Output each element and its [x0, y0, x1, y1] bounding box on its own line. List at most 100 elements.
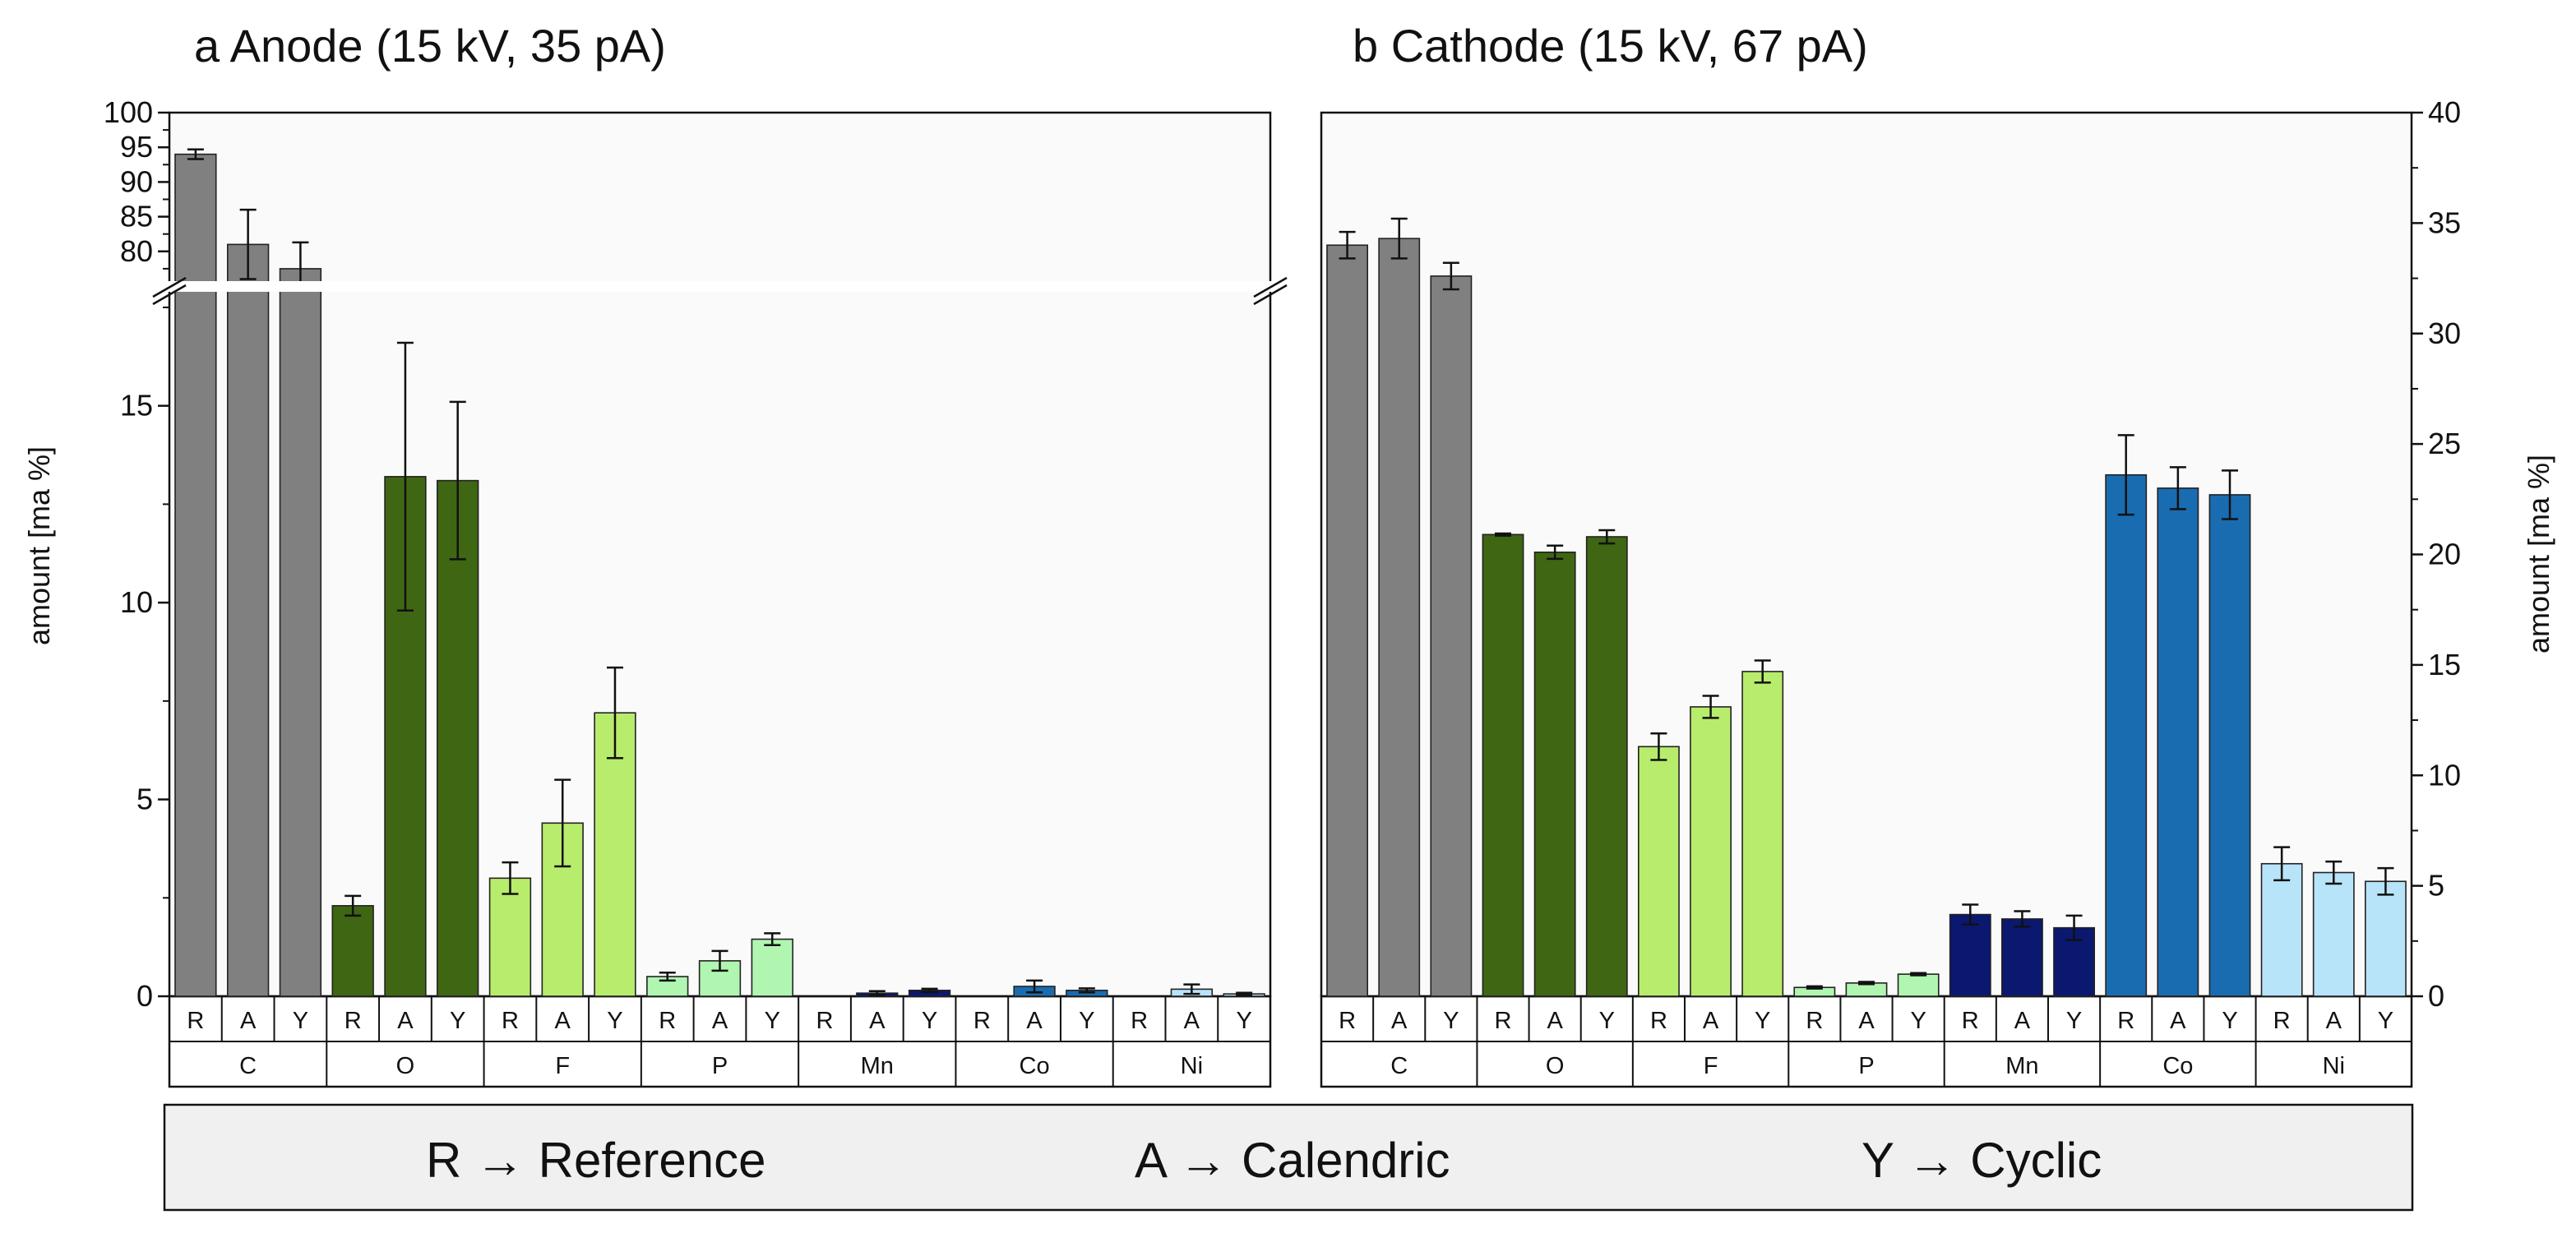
panel-b-bar-f-r [1638, 746, 1680, 997]
panel-b-subcategory-label: R [1495, 1008, 1512, 1034]
panel-a-subcategory-label: R [816, 1008, 834, 1034]
panel-a-subcategory-label: Y [293, 1008, 308, 1034]
panel-a-upper-axis-tick-label: 95 [120, 130, 153, 164]
panel-b-bar-co-a [2157, 487, 2199, 997]
panel-b-axis-tick-label: 15 [2428, 648, 2461, 681]
panel-a-plot-area [168, 111, 1272, 998]
panel-b-subcategory-label: R [2273, 1008, 2291, 1034]
panel-b-axis-tick-label: 5 [2428, 869, 2444, 903]
panel-b-title: b Cathode (15 kV, 67 pA) [1353, 20, 1868, 72]
panel-a-subcategory-label: Y [1236, 1008, 1251, 1034]
panel-b-bar-c-a [1378, 238, 1421, 997]
panel-a-group-label-f: F [555, 1053, 570, 1079]
panel-b-axis-tick-label: 30 [2428, 316, 2461, 350]
panel-b-group-label-mn: Mn [2005, 1053, 2038, 1079]
panel-a-axis-break-gap [160, 281, 1283, 292]
panel-a-subcategory-label: Y [922, 1008, 937, 1034]
panel-b-subcategory-label: A [1703, 1008, 1719, 1034]
panel-b-subcategory-label: Y [1755, 1008, 1770, 1034]
panel-b-bar-p-y [1897, 973, 1940, 997]
panel-a-group-label-p: P [712, 1053, 728, 1079]
panel-a-group-label-c: C [239, 1053, 257, 1079]
panel-a-bar-c-y [279, 268, 322, 997]
panel-a-bar-c-r [174, 153, 217, 997]
panel-b-cathode: b Cathode (15 kV, 67 pA) amount [ma %] C… [1320, 20, 2555, 1088]
panel-a-subcategory-label: Y [607, 1008, 622, 1034]
panel-b-bar-ni-r [2260, 862, 2303, 997]
panel-b-bar-c-r [1326, 244, 1368, 997]
panel-a-subcategory-label: R [1131, 1008, 1148, 1034]
panel-a-lower-axis-tick-label: 15 [120, 389, 153, 423]
panel-a-subcategory-label: A [397, 1008, 414, 1034]
panel-a-break-mark-left-2 [152, 284, 187, 306]
panel-b-bar-o-r [1482, 533, 1524, 997]
panel-b-subcategory-label: A [2014, 1008, 2031, 1034]
panel-b-bar-mn-a [2001, 918, 2043, 997]
panel-a-subcategory-label: R [187, 1008, 204, 1034]
panel-b-axis-tick-label: 10 [2428, 758, 2461, 792]
panel-b-subcategory-label: Y [2066, 1008, 2082, 1034]
panel-a-group-label-ni: Ni [1181, 1053, 1203, 1079]
panel-b-bar-c-y [1430, 275, 1473, 997]
panel-b-bar-o-y [1585, 536, 1628, 997]
legend-item-cyclic: Y → Cyclic [1861, 1133, 2102, 1188]
panel-a-lower-axis-tick-label: 5 [136, 783, 153, 816]
panel-b-subcategory-label: Y [2378, 1008, 2393, 1034]
panel-a-lower-axis-tick-label: 0 [136, 979, 153, 1013]
panel-a-subcategory-label: Y [1079, 1008, 1094, 1034]
panel-a-upper-axis-tick-label: 90 [120, 164, 153, 198]
panel-a-bars: C R A Y O R A Y F R A Y P R A Y Mn R A Y Co R A Y Ni R A Y 0 5 10 15 808… [104, 95, 1288, 1088]
panel-b-group-label-f: F [1704, 1053, 1718, 1079]
panel-b-bar-ni-a [2312, 871, 2355, 997]
legend-item-calendric: A → Calendric [1135, 1133, 1450, 1188]
panel-a-subcategory-label: A [1026, 1008, 1043, 1034]
panel-a-bar-o-r [331, 905, 374, 997]
panel-b-subcategory-label: A [1391, 1008, 1408, 1034]
panel-b-subcategory-label: Y [1599, 1008, 1615, 1034]
panel-a-subcategory-label: Y [450, 1008, 465, 1034]
panel-a-bar-f-r [488, 877, 532, 997]
panel-a-subcategory-label: A [712, 1008, 728, 1034]
panel-a-lower-axis-tick-label: 10 [120, 585, 153, 619]
panel-b-subcategory-label: A [1858, 1008, 1875, 1034]
panel-a-subcategory-label: R [659, 1008, 676, 1034]
legend-item-reference: R → Reference [426, 1133, 766, 1188]
panel-a-subcategory-label: R [974, 1008, 991, 1034]
panel-a-anode: a Anode (15 kV, 35 pA) amount [ma %] C R A… [22, 20, 1288, 1088]
panel-b-group-label-co: Co [2162, 1053, 2193, 1079]
panel-b-subcategory-label: Y [1443, 1008, 1459, 1034]
panel-a-group-label-co: Co [1020, 1053, 1050, 1079]
panel-a-subcategory-label: R [502, 1008, 519, 1034]
panel-a-break-mark-left-1 [152, 276, 187, 298]
legend: R → Reference A → Calendric Y → Cyclic [163, 1103, 2414, 1212]
panel-a-group-label-mn: Mn [861, 1053, 894, 1079]
panel-a-bar-o-y [437, 479, 479, 997]
panel-a-subcategory-label: Y [765, 1008, 780, 1034]
panel-b-subcategory-label: Y [2222, 1008, 2237, 1034]
panel-a-bar-p-y [751, 938, 793, 997]
panel-a-subcategory-label: A [869, 1008, 886, 1034]
panel-a-group-label-o: O [396, 1053, 415, 1079]
panel-b-group-label-ni: Ni [2323, 1053, 2345, 1079]
panel-b-subcategory-label: A [1547, 1008, 1563, 1034]
panel-a-upper-axis-tick-label: 85 [120, 200, 153, 233]
panel-b-bar-f-y [1741, 671, 1784, 997]
panel-a-title: a Anode (15 kV, 35 pA) [194, 20, 666, 72]
panel-b-subcategory-label: A [2326, 1008, 2342, 1034]
panel-a-subcategory-label: A [555, 1008, 571, 1034]
panel-b-bar-f-a [1690, 706, 1732, 997]
panel-b-subcategory-label: R [1339, 1008, 1356, 1034]
panel-b-subcategory-label: R [1650, 1008, 1667, 1034]
panel-b-group-label-c: C [1390, 1053, 1408, 1079]
legend-box [163, 1103, 2414, 1212]
panel-b-subcategory-label: Y [1910, 1008, 1926, 1034]
panel-b-y-axis-label: amount [ma %] [2522, 455, 2555, 653]
panel-b-bars: C R A Y O R A Y F R A Y P R A Y Mn R A Y Co R A Y Ni R A Y 0 5 10 15 20 2… [1320, 95, 2461, 1088]
panel-a-bar-f-y [594, 712, 636, 997]
panel-b-axis-tick-label: 40 [2428, 95, 2461, 129]
panel-b-bar-mn-r [1949, 913, 1991, 997]
panel-b-subcategory-label: R [1962, 1008, 1979, 1034]
panel-a-subcategory-label: A [240, 1008, 257, 1034]
panel-a-break-mark-right-2 [1253, 284, 1288, 306]
